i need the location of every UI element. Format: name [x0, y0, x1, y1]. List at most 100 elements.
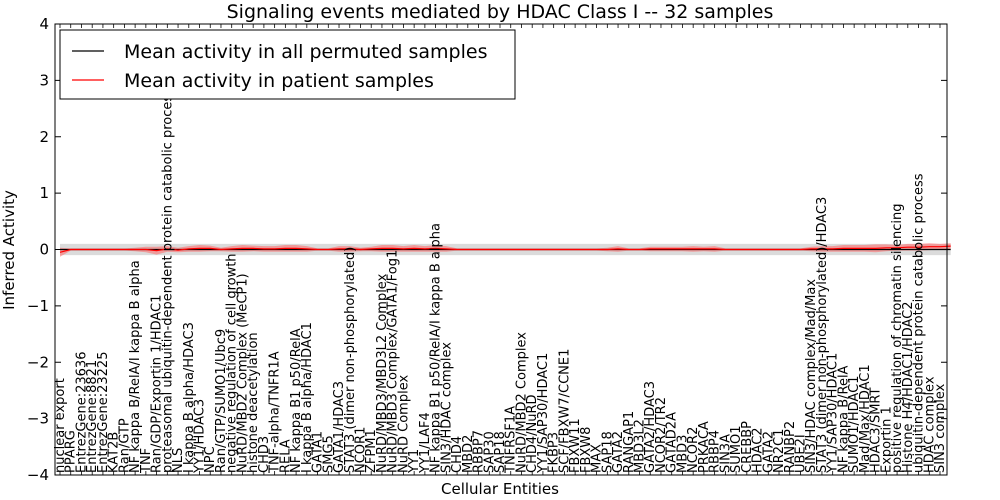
- y-tick-label: 0: [39, 241, 49, 259]
- x-axis-label: Cellular Entities: [441, 480, 559, 498]
- plot-frame: [54, 23, 948, 476]
- x-tick-label: positive regulation of chromatin silenci…: [890, 203, 905, 473]
- x-tick-label: GATA2: [761, 431, 776, 473]
- x-tick-label: ZFPM1: [364, 429, 379, 473]
- x-tick-label: Exportin 1: [879, 406, 894, 473]
- y-tick-label: 3: [39, 71, 49, 89]
- y-axis-label: Inferred Activity: [0, 190, 18, 310]
- x-tick-label: YY1/SAP30/HDAC1: [826, 353, 841, 474]
- x-tick-label: YY1/LAF4: [418, 412, 433, 474]
- x-tick-label: SIN3A: [718, 434, 733, 473]
- x-tick-label: CREBBP: [740, 421, 755, 473]
- x-tick-label: NCOR2/TR2: [654, 397, 669, 473]
- y-tick-label: 2: [39, 128, 49, 146]
- x-tick-label: HDAC complex: [922, 376, 937, 473]
- x-tick-label: MBD3L2: [633, 419, 648, 473]
- x-tick-label: NF kappa B1 p50/RelA/I kappa B alpha: [429, 223, 444, 473]
- y-tick-label: −1: [27, 297, 49, 315]
- legend: Mean activity in all permuted samples Me…: [59, 29, 516, 100]
- x-tick-label: GATA1: [311, 431, 326, 473]
- x-tick-label: SUMO1: [729, 426, 744, 474]
- x-tick-label: nuclear export: [53, 378, 68, 473]
- x-tick-label: SAP18: [600, 431, 615, 473]
- x-tick-label: proteasomal ubiquitin-dependent protein …: [160, 88, 175, 473]
- x-tick-label: Histone H4/HDAC1/HDAC2: [901, 301, 916, 473]
- x-tick-label: NPC: [203, 446, 218, 473]
- legend-box: [59, 29, 516, 100]
- x-tick-label: SCF/FBXW7/CCNE1: [557, 349, 572, 473]
- x-tick-label: TNF: [139, 448, 154, 474]
- x-tick-label: SAP18: [493, 431, 508, 473]
- x-tick-label: RBBP7: [472, 430, 487, 473]
- x-tick-label: MBD2: [461, 435, 476, 473]
- x-tick-label: FKBP3: [547, 432, 562, 473]
- x-tick-label: MAX: [590, 444, 605, 473]
- x-tick-label: PRKACA: [697, 421, 712, 473]
- x-tick-label: Ran/GTP/SUMO1/Ubc9: [214, 329, 229, 473]
- x-tick-label: GATA1/HDAC3: [332, 381, 347, 473]
- x-tick-label: Ran/GDP/Exportin 1/HDAC1: [150, 295, 165, 473]
- x-tick-label: HDAC3/SMRT: [869, 387, 884, 473]
- x-tick-label: NuRD/MBD2 Complex: [515, 332, 530, 473]
- x-tick-label: SIN3/HDAC complex/Mad/Max: [804, 279, 819, 473]
- x-tick-label: EntrezGene:8821: [85, 360, 100, 473]
- chart-title: Signaling events mediated by HDAC Class …: [227, 1, 774, 23]
- x-tick-label: EntrezGene:23225: [96, 352, 111, 473]
- x-tick-label: STAT3 (dimer non-phosphorylated): [343, 247, 358, 473]
- x-tick-label: KAT2B: [107, 432, 122, 473]
- legend-label-patient: Mean activity in patient samples: [124, 70, 434, 92]
- x-tick-label: SMG5: [321, 435, 336, 473]
- x-tick-label: NuRD/MBD3 Complex/GATA1/Fog1: [386, 250, 401, 473]
- x-tick-label: MBD3: [675, 435, 690, 473]
- x-tick-label: SIN3/HDAC complex: [439, 342, 454, 473]
- x-tick-label: NF kappa B/RelA/I kappa B alpha: [128, 260, 143, 473]
- x-tick-label: I kappa B alpha/HDAC1: [300, 322, 315, 473]
- x-tick-label: FBXW11: [568, 418, 583, 473]
- y-tick-label: −4: [27, 466, 49, 484]
- x-tick-label: histone deacetylation: [246, 332, 261, 473]
- x-tick-label: GATAD2A: [665, 412, 680, 473]
- x-tick-label: NF kappa B1 p50/RelA: [289, 328, 304, 473]
- x-tick-label: YY1: [407, 449, 422, 474]
- x-tick-label: UBE2I: [794, 434, 809, 473]
- x-tick-label: EntrezGene:23636: [75, 352, 90, 473]
- x-tick-label: CHD3: [257, 436, 272, 473]
- x-tick-label: Mad/Max/HDAC1: [858, 364, 873, 473]
- y-tick-label: 1: [39, 184, 49, 202]
- x-tick-label: STAT3 (dimer non-phosphorylated)/HDAC3: [815, 197, 830, 473]
- x-tick-label: RBBP4: [708, 430, 723, 473]
- x-tick-label: Ran/GTP: [117, 418, 132, 473]
- x-tick-label: PPARG: [64, 430, 79, 473]
- x-tick-label: GATA2/HDAC3: [643, 381, 658, 473]
- x-tick-label: NLS: [171, 448, 186, 473]
- x-tick-label: CHD4/NuRD: [525, 394, 540, 473]
- x-tick-label: ubiquitin-dependent protein catabolic pr…: [912, 173, 927, 473]
- x-tick-label: FBXW8: [579, 427, 594, 473]
- x-tick-label: HDAC2: [751, 427, 766, 473]
- x-tick-label: NCOR1: [354, 427, 369, 473]
- x-tick-label: CHD4: [450, 436, 465, 473]
- series-line-patient: [59, 245, 951, 253]
- legend-label-permuted: Mean activity in all permuted samples: [124, 41, 487, 63]
- x-tick-label: RELA: [278, 439, 293, 473]
- x-tick-label: YY1/SAP30/HDAC1: [536, 353, 551, 474]
- x-tick-label: SAP30: [482, 431, 497, 473]
- x-tick-label: NF kappa B/RelA: [836, 365, 851, 473]
- x-tick-label: YY1/HDAC3: [193, 399, 208, 474]
- x-tick-label: I kappa B alpha/HDAC3: [182, 322, 197, 473]
- x-tick-label: SIN3 complex: [933, 383, 948, 473]
- x-tick-label: SUMO1/HDAC1: [847, 376, 862, 473]
- x-tick-label: TNF-alpha/TNFR1A: [268, 351, 283, 474]
- x-tick-label: TNFRSF1A: [504, 406, 519, 474]
- y-tick-label: −3: [27, 410, 49, 428]
- x-tick-label: NR2C1: [772, 429, 787, 473]
- x-tick-label: RANGAP1: [622, 411, 637, 473]
- x-tick-label: NCOR2: [686, 427, 701, 473]
- y-tick-label: 4: [39, 15, 49, 33]
- x-tick-label: NuRD/MBD3/MBD3L2 Complex: [375, 273, 390, 473]
- y-tick-label: −2: [27, 353, 49, 371]
- x-tick-label: NuRD/MBD2 Complex (MeCP1): [235, 273, 250, 473]
- x-tick-label: GATA2: [611, 431, 626, 473]
- x-tick-label: RANBP2: [783, 421, 798, 473]
